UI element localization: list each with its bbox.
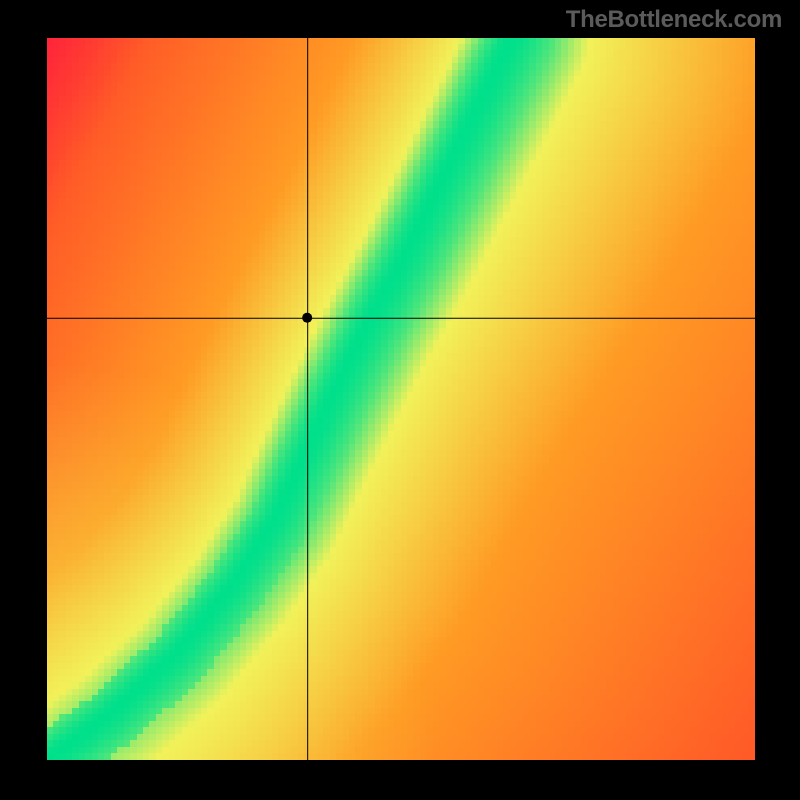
bottleneck-heatmap [47, 38, 755, 760]
figure-container: { "watermark": { "text": "TheBottleneck.… [0, 0, 800, 800]
watermark-text: TheBottleneck.com [566, 6, 782, 34]
